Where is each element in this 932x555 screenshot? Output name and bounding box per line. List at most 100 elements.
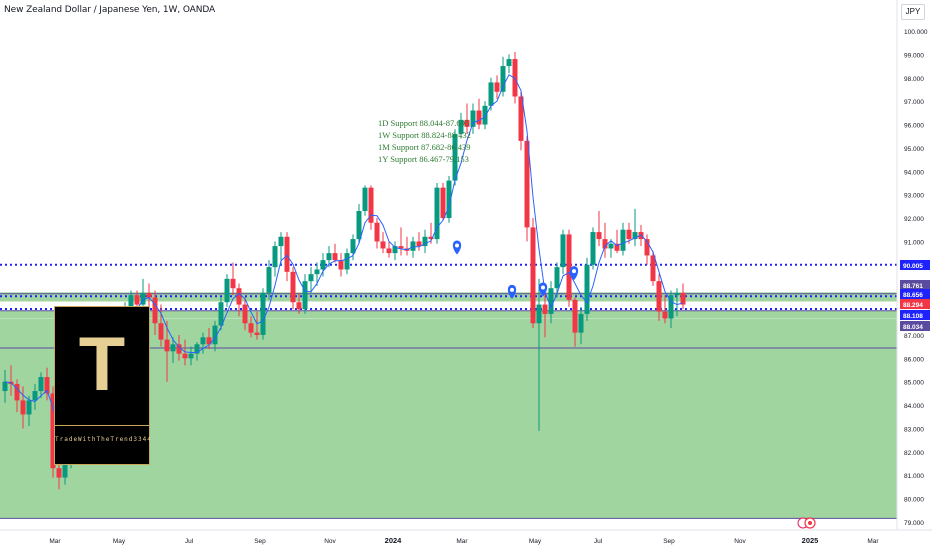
candle-body[interactable] [416,241,422,247]
candle-body[interactable] [578,313,584,333]
candle-body[interactable] [182,353,188,359]
candle-body[interactable] [446,180,452,219]
candle-body[interactable] [308,274,314,282]
candle-body[interactable] [272,246,278,268]
candle-body[interactable] [458,119,464,134]
candle-body[interactable] [410,241,416,251]
candle-body[interactable] [530,227,536,324]
candle-body[interactable] [194,344,200,354]
candle-body[interactable] [20,400,26,415]
candle-body[interactable] [26,400,32,415]
candle-body[interactable] [602,239,608,249]
symbol-title[interactable]: New Zealand Dollar / Japanese Yen, 1W, O… [4,5,216,15]
candle-body[interactable] [248,323,254,333]
candle-body[interactable] [674,292,680,296]
candle-body[interactable] [260,292,266,335]
candle-body[interactable] [644,239,650,256]
candle-body[interactable] [542,304,548,314]
candle-body[interactable] [236,288,242,305]
candle-body[interactable] [608,243,614,249]
candle-body[interactable] [284,236,290,272]
candle-body[interactable] [476,110,482,125]
candle-body[interactable] [242,304,248,324]
candle-body[interactable] [590,232,596,265]
candle-body[interactable] [680,292,686,305]
candle-body[interactable] [38,377,44,392]
candle-body[interactable] [440,187,446,219]
candle-body[interactable] [362,187,368,212]
candle-body[interactable] [584,264,590,314]
candle-body[interactable] [386,248,392,254]
candle-body[interactable] [158,323,164,340]
candle-body[interactable] [170,344,176,352]
candle-body[interactable] [50,393,56,469]
candle-body[interactable] [32,391,38,401]
candle-body[interactable] [380,241,386,249]
candle-body[interactable] [488,82,494,106]
candle-body[interactable] [614,243,620,251]
candle-body[interactable] [128,295,134,307]
candle-body[interactable] [314,269,320,275]
candle-body[interactable] [554,267,560,289]
candle-body[interactable] [626,229,632,240]
candle-body[interactable] [374,222,380,242]
candle-body[interactable] [278,236,284,247]
candle-body[interactable] [452,133,458,181]
candle-body[interactable] [620,229,626,251]
candle-body[interactable] [140,292,146,305]
candle-body[interactable] [176,344,182,354]
candle-body[interactable] [434,187,440,240]
candle-body[interactable] [482,105,488,125]
candle-body[interactable] [302,281,308,310]
candle-body[interactable] [188,353,194,359]
candle-body[interactable] [2,381,8,392]
candle-body[interactable] [350,239,356,254]
candle-body[interactable] [296,302,302,310]
currency-button[interactable]: JPY [901,4,925,20]
candle-body[interactable] [218,302,224,326]
candle-body[interactable] [332,253,338,261]
candle-body[interactable] [230,278,236,289]
candle-body[interactable] [566,234,572,300]
candle-body[interactable] [368,187,374,223]
candle-body[interactable] [338,260,344,270]
candle-body[interactable] [326,253,332,261]
candle-body[interactable] [62,461,68,478]
candle-body[interactable] [392,246,398,254]
candle-body[interactable] [152,297,158,324]
candle-body[interactable] [548,288,554,314]
candle-body[interactable] [662,311,668,319]
candle-body[interactable] [500,66,506,92]
candle-body[interactable] [650,255,656,282]
candle-body[interactable] [56,468,62,478]
candle-body[interactable] [464,119,470,127]
candle-body[interactable] [656,281,662,312]
candle-body[interactable] [164,339,170,352]
candle-body[interactable] [266,267,272,293]
candle-body[interactable] [254,332,260,335]
candle-body[interactable] [14,384,20,401]
candle-body[interactable] [422,236,428,247]
price-axis[interactable] [897,0,932,550]
candle-body[interactable] [146,292,152,298]
candle-body[interactable] [356,211,362,240]
candle-body[interactable] [518,96,524,141]
candle-body[interactable] [560,234,566,268]
candle-body[interactable] [398,246,404,249]
candle-body[interactable] [206,337,212,345]
candle-body[interactable] [290,271,296,303]
candle-body[interactable] [320,260,326,270]
candle-body[interactable] [344,253,350,270]
candle-body[interactable] [134,295,140,305]
candle-body[interactable] [536,304,542,324]
candle-body[interactable] [596,232,602,240]
candle-body[interactable] [212,325,218,345]
candle-body[interactable] [506,59,512,67]
candle-body[interactable] [494,82,500,92]
candle-body[interactable] [44,377,50,394]
candle-body[interactable] [428,236,434,240]
candle-body[interactable] [572,299,578,333]
candle-body[interactable] [200,337,206,345]
